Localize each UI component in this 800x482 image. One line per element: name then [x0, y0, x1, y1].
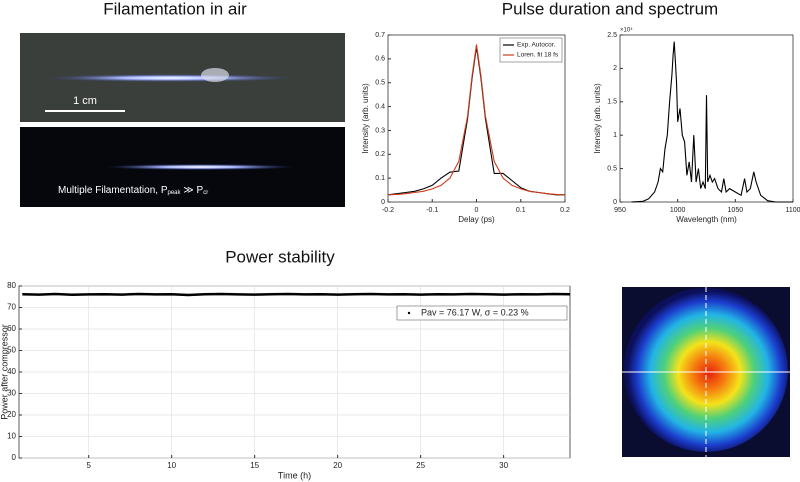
x-tick-label: 0 [475, 207, 479, 214]
y-axis-label: Intensity (arb. units) [593, 83, 602, 154]
x-tick-label: 1000 [670, 207, 686, 214]
y-tick-label: 0 [381, 199, 385, 206]
caption-sub: cr [203, 190, 208, 196]
panel-title: Filamentation in air [103, 0, 247, 18]
x-axis-label: Wavelength (nm) [676, 215, 737, 224]
panel-title: Pulse duration and spectrum [502, 0, 718, 18]
x-tick-label: 20 [333, 461, 342, 470]
y-tick-label: 70 [7, 303, 16, 312]
caption: Multiple Filamentation, Ppeak ≫ Pcr [58, 185, 208, 196]
filament-spot [201, 68, 229, 82]
y-tick-label: 1 [613, 132, 617, 139]
scale-label: 1 cm [73, 95, 97, 107]
x-tick-label: 0.2 [560, 207, 570, 214]
y-axis-label: Intensity (arb. units) [361, 83, 370, 154]
x-tick-label: 30 [499, 461, 508, 470]
y-tick-label: 0.7 [375, 32, 385, 39]
filament [105, 164, 295, 170]
y-tick-label: 2 [613, 65, 617, 72]
legend-box [499, 37, 563, 63]
legend-marker [407, 311, 411, 315]
x-axis-label: Delay (ps) [458, 215, 495, 224]
y-tick-label: 0.6 [375, 56, 385, 63]
x-tick-label: -0.2 [382, 207, 394, 214]
y-tick-label: 0 [613, 199, 617, 206]
y-tick-label: 50 [7, 346, 16, 355]
x-tick-label: 0.1 [516, 207, 526, 214]
legend-label: Loren. fit 18 fs [517, 52, 559, 59]
y-tick-label: 0.5 [607, 165, 617, 172]
y-tick-label: 1.5 [607, 99, 617, 106]
x-tick-label: 1100 [785, 207, 800, 214]
y-axis-label: Power after compressor [0, 324, 9, 420]
y-tick-label: 80 [7, 281, 16, 290]
data-line [387, 44, 566, 196]
caption-text: Multiple Filamentation, P [58, 185, 168, 196]
x-tick-label: 5 [86, 461, 91, 470]
legend-label: Pav = 76.17 W, σ = 0.23 % [421, 307, 529, 317]
legend-box [396, 305, 568, 321]
y-tick-label: 0.1 [375, 175, 385, 182]
legend-label: Exp. Autocor. [517, 42, 555, 49]
y-tick-label: 0.3 [375, 127, 385, 134]
y-tick-label: 0.2 [375, 151, 385, 158]
caption-text: ≫ P [181, 185, 204, 196]
x-tick-label: 10 [167, 461, 176, 470]
caption-sub: peak [168, 190, 182, 196]
y-tick-label: 0.5 [375, 80, 385, 87]
data-line [631, 41, 793, 203]
x-tick-label: 25 [416, 461, 425, 470]
plot-area [387, 34, 566, 203]
x-tick-label: 950 [614, 207, 626, 214]
panel-title: Power stability [225, 247, 335, 266]
x-tick-label: 15 [250, 461, 259, 470]
y-tick-label: 60 [7, 324, 16, 333]
x-axis-label: Time (h) [278, 470, 311, 480]
y-tick-label: 10 [7, 432, 16, 441]
axis-exponent: ×10⁴ [620, 27, 633, 34]
y-tick-label: 2.5 [607, 32, 617, 39]
y-tick-label: 40 [7, 367, 16, 376]
y-tick-label: 0.4 [375, 103, 385, 110]
x-tick-label: 1050 [728, 207, 744, 214]
filament [45, 74, 295, 82]
y-tick-label: 0 [12, 453, 17, 462]
y-tick-label: 20 [7, 410, 16, 419]
x-tick-label: -0.1 [426, 207, 438, 214]
data-line [22, 292, 571, 297]
y-tick-label: 30 [7, 389, 16, 398]
